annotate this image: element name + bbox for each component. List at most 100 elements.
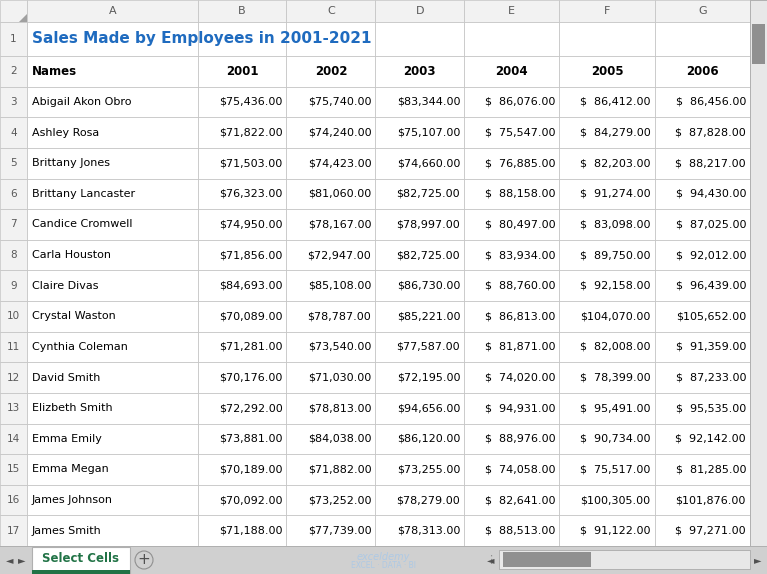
Bar	[375, 270, 464, 301]
Text: 14: 14	[7, 434, 20, 444]
Bar	[375, 454, 464, 485]
Bar	[375, 515, 464, 546]
Bar	[655, 485, 750, 515]
Text: $100,305.00: $100,305.00	[581, 495, 650, 505]
Text: Abigail Akon Obro: Abigail Akon Obro	[32, 97, 131, 107]
Text: $  78,399.00: $ 78,399.00	[580, 373, 650, 382]
Bar	[0, 270, 27, 301]
Text: $72,292.00: $72,292.00	[219, 403, 282, 413]
Bar	[198, 454, 286, 485]
Bar	[559, 424, 655, 454]
Text: $104,070.00: $104,070.00	[581, 311, 650, 321]
Text: Elizbeth Smith: Elizbeth Smith	[32, 403, 113, 413]
Text: $  94,931.00: $ 94,931.00	[485, 403, 555, 413]
Text: $82,725.00: $82,725.00	[397, 189, 460, 199]
Text: James Johnson: James Johnson	[32, 495, 113, 505]
Bar	[198, 148, 286, 179]
Text: $  91,122.00: $ 91,122.00	[580, 526, 650, 536]
Text: $  88,158.00: $ 88,158.00	[485, 189, 555, 199]
Text: $  83,934.00: $ 83,934.00	[485, 250, 555, 260]
Text: $71,503.00: $71,503.00	[219, 158, 282, 168]
Bar	[198, 117, 286, 148]
Bar	[27, 485, 198, 515]
Text: Crystal Waston: Crystal Waston	[32, 311, 116, 321]
Text: $  88,760.00: $ 88,760.00	[485, 281, 555, 290]
Bar	[655, 454, 750, 485]
Text: $  89,750.00: $ 89,750.00	[580, 250, 650, 260]
Bar	[752, 24, 765, 64]
Bar	[286, 0, 375, 22]
Text: $86,730.00: $86,730.00	[397, 281, 460, 290]
Bar	[286, 87, 375, 117]
Text: $85,221.00: $85,221.00	[397, 311, 460, 321]
Text: $75,436.00: $75,436.00	[219, 97, 282, 107]
Text: F: F	[604, 6, 611, 16]
Bar	[655, 179, 750, 209]
Text: ◄: ◄	[6, 555, 14, 565]
Text: $71,188.00: $71,188.00	[219, 526, 282, 536]
Text: $82,725.00: $82,725.00	[397, 250, 460, 260]
Bar	[375, 485, 464, 515]
Bar	[286, 485, 375, 515]
Bar	[0, 117, 27, 148]
Text: $74,240.00: $74,240.00	[308, 127, 371, 138]
Bar	[0, 56, 27, 87]
Bar	[0, 22, 27, 56]
Text: ►: ►	[18, 555, 26, 565]
Bar	[286, 454, 375, 485]
Text: $71,822.00: $71,822.00	[219, 127, 282, 138]
Text: 15: 15	[7, 464, 20, 475]
Text: A: A	[108, 6, 116, 16]
Bar	[32, 547, 130, 574]
Bar	[559, 0, 655, 22]
Bar	[286, 148, 375, 179]
Text: $74,660.00: $74,660.00	[397, 158, 460, 168]
Bar	[655, 87, 750, 117]
Text: $73,252.00: $73,252.00	[308, 495, 371, 505]
Text: $  95,491.00: $ 95,491.00	[580, 403, 650, 413]
Text: $71,882.00: $71,882.00	[308, 464, 371, 475]
Bar	[27, 0, 198, 22]
Text: ◄: ◄	[487, 555, 494, 565]
Text: $78,167.00: $78,167.00	[308, 219, 371, 230]
Bar	[464, 87, 559, 117]
Bar	[286, 424, 375, 454]
Bar	[0, 362, 27, 393]
Text: $86,120.00: $86,120.00	[397, 434, 460, 444]
Text: 11: 11	[7, 342, 20, 352]
Text: Brittany Lancaster: Brittany Lancaster	[32, 189, 135, 199]
Bar	[375, 0, 464, 22]
Bar	[375, 179, 464, 209]
Text: $  86,412.00: $ 86,412.00	[580, 97, 650, 107]
Text: 2004: 2004	[495, 65, 528, 78]
Bar	[27, 56, 198, 87]
Bar	[375, 393, 464, 424]
Bar	[198, 332, 286, 362]
Text: $  84,279.00: $ 84,279.00	[580, 127, 650, 138]
Bar	[559, 332, 655, 362]
Text: Carla Houston: Carla Houston	[32, 250, 111, 260]
Text: $78,313.00: $78,313.00	[397, 526, 460, 536]
Bar	[198, 270, 286, 301]
Bar	[559, 515, 655, 546]
Text: 4: 4	[10, 127, 17, 138]
Bar	[655, 148, 750, 179]
Text: $  76,885.00: $ 76,885.00	[485, 158, 555, 168]
Bar	[559, 454, 655, 485]
Bar	[286, 515, 375, 546]
Bar	[0, 0, 27, 22]
Text: David Smith: David Smith	[32, 373, 100, 382]
Bar	[0, 209, 27, 240]
Bar	[375, 87, 464, 117]
Text: $  96,439.00: $ 96,439.00	[676, 281, 746, 290]
Bar	[286, 179, 375, 209]
Text: Select Cells: Select Cells	[42, 553, 120, 565]
Bar	[0, 515, 27, 546]
Text: $  86,076.00: $ 86,076.00	[485, 97, 555, 107]
Bar	[375, 209, 464, 240]
Bar	[198, 485, 286, 515]
Bar	[499, 550, 750, 569]
Text: $  92,142.00: $ 92,142.00	[676, 434, 746, 444]
Bar	[559, 209, 655, 240]
Text: $73,540.00: $73,540.00	[308, 342, 371, 352]
